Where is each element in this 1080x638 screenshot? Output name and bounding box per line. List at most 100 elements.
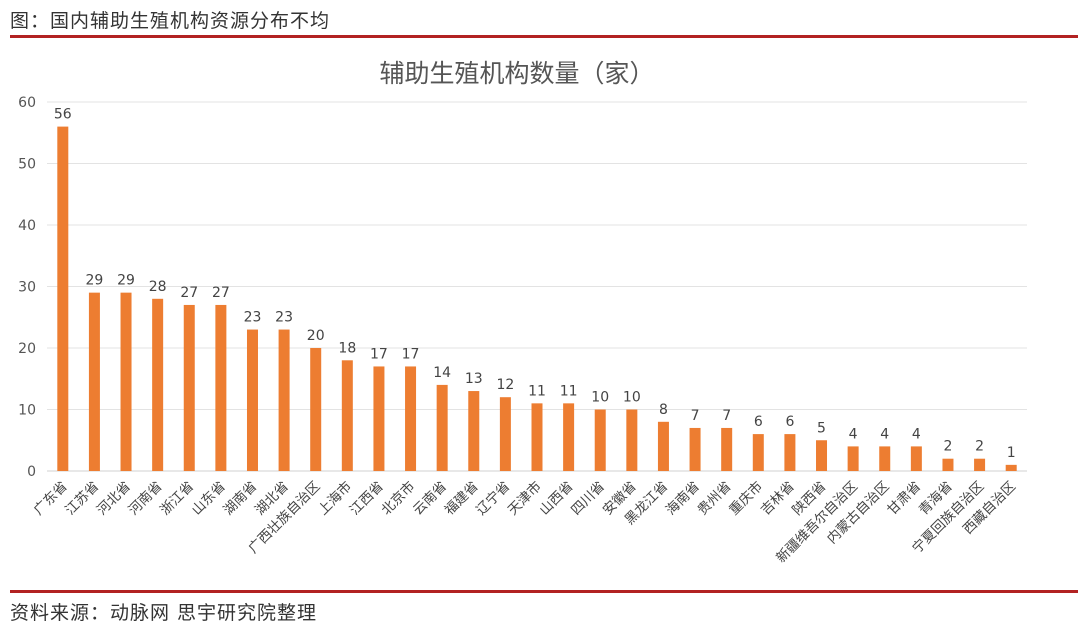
data-label: 1 (1007, 445, 1016, 461)
data-label: 27 (180, 285, 198, 301)
data-label: 5 (817, 420, 826, 436)
bar (942, 458, 954, 471)
x-tick-label: 辽宁省 (473, 478, 514, 519)
bar (974, 458, 986, 471)
bar (57, 126, 69, 471)
x-axis: 广东省江苏省河北省河南省浙江省山东省湖南省湖北省广西壮族自治区上海市江西省北京市… (31, 478, 1019, 566)
data-label: 56 (54, 107, 72, 123)
data-label: 18 (338, 340, 356, 356)
y-axis: 0 10 20 30 40 50 60 (18, 95, 36, 480)
y-tick-label: 60 (18, 95, 36, 111)
x-tick-label: 上海市 (314, 478, 355, 519)
data-label: 13 (465, 371, 483, 387)
x-tick-label: 湖南省 (220, 479, 260, 519)
data-label: 4 (849, 426, 858, 442)
bar (499, 397, 511, 471)
y-tick-label: 50 (18, 157, 36, 173)
bar (278, 329, 290, 471)
bar (531, 403, 543, 471)
bar (657, 421, 669, 471)
data-label: 29 (86, 273, 104, 289)
data-label: 17 (402, 346, 420, 362)
data-label: 7 (691, 408, 700, 424)
bar (183, 304, 195, 471)
x-tick-label: 云南省 (410, 479, 450, 519)
bar (784, 434, 796, 471)
data-label: 23 (244, 310, 262, 326)
bar (721, 427, 733, 471)
x-tick-label: 四川省 (568, 479, 608, 519)
data-label: 6 (785, 414, 794, 430)
x-tick-label: 河南省 (126, 479, 166, 519)
y-tick-label: 10 (18, 403, 36, 419)
bar (847, 446, 859, 471)
x-tick-label: 吉林省 (758, 479, 798, 519)
x-tick-label: 江苏省 (62, 479, 102, 519)
bar (816, 440, 828, 471)
bar (594, 409, 606, 471)
gridlines (47, 101, 1027, 410)
bar (468, 391, 480, 471)
data-label: 14 (433, 365, 451, 381)
data-label: 28 (149, 279, 167, 295)
bar (152, 298, 164, 471)
data-label: 7 (722, 408, 731, 424)
bars (57, 126, 1017, 471)
bar (626, 409, 638, 471)
top-divider (10, 35, 1078, 38)
x-tick-label: 海南省 (663, 479, 703, 519)
x-tick-label: 浙江省 (157, 479, 197, 519)
bar (215, 304, 227, 471)
bar (879, 446, 891, 471)
bar (310, 348, 322, 471)
y-tick-label: 40 (18, 218, 36, 234)
bar (1005, 464, 1017, 471)
data-label: 10 (591, 390, 609, 406)
x-tick-label: 山东省 (189, 479, 229, 519)
bar (405, 366, 417, 471)
x-tick-label: 甘肃省 (884, 479, 924, 519)
y-tick-label: 0 (27, 464, 36, 480)
bar (88, 292, 100, 471)
data-label: 8 (659, 402, 668, 418)
figure-caption: 图：国内辅助生殖机构资源分布不均 (10, 10, 331, 32)
chart-title: 辅助生殖机构数量（家） (379, 59, 654, 88)
bar (752, 434, 764, 471)
x-tick-label: 山西省 (536, 479, 576, 519)
bar (246, 329, 258, 471)
bar (910, 446, 922, 471)
x-tick-label: 福建省 (442, 479, 482, 519)
data-label: 17 (370, 346, 388, 362)
data-label: 29 (117, 273, 135, 289)
bar (341, 360, 353, 471)
data-label: 27 (212, 285, 230, 301)
data-label: 10 (623, 390, 641, 406)
x-tick-label: 重庆市 (725, 478, 766, 519)
y-tick-label: 30 (18, 280, 36, 296)
data-label: 11 (560, 383, 578, 399)
data-label: 2 (944, 439, 953, 455)
x-tick-label: 广东省 (31, 479, 71, 519)
data-label: 2 (975, 439, 984, 455)
bar (689, 427, 701, 471)
data-label: 20 (307, 328, 325, 344)
data-label: 4 (880, 426, 889, 442)
x-tick-label: 江西省 (347, 479, 387, 519)
bar (120, 292, 132, 471)
x-tick-label: 河北省 (94, 479, 134, 519)
data-label: 4 (912, 426, 921, 442)
x-tick-label: 天津市 (504, 478, 545, 519)
bar (563, 403, 575, 471)
bar (436, 384, 448, 471)
bottom-divider (10, 590, 1078, 593)
data-label: 23 (275, 310, 293, 326)
x-tick-label: 北京市 (378, 478, 419, 519)
bar (373, 366, 385, 471)
data-label: 11 (528, 383, 546, 399)
x-tick-label: 贵州省 (695, 479, 735, 519)
y-tick-label: 20 (18, 341, 36, 357)
source-note: 资料来源：动脉网 思宇研究院整理 (10, 602, 318, 624)
data-label: 12 (496, 377, 514, 393)
